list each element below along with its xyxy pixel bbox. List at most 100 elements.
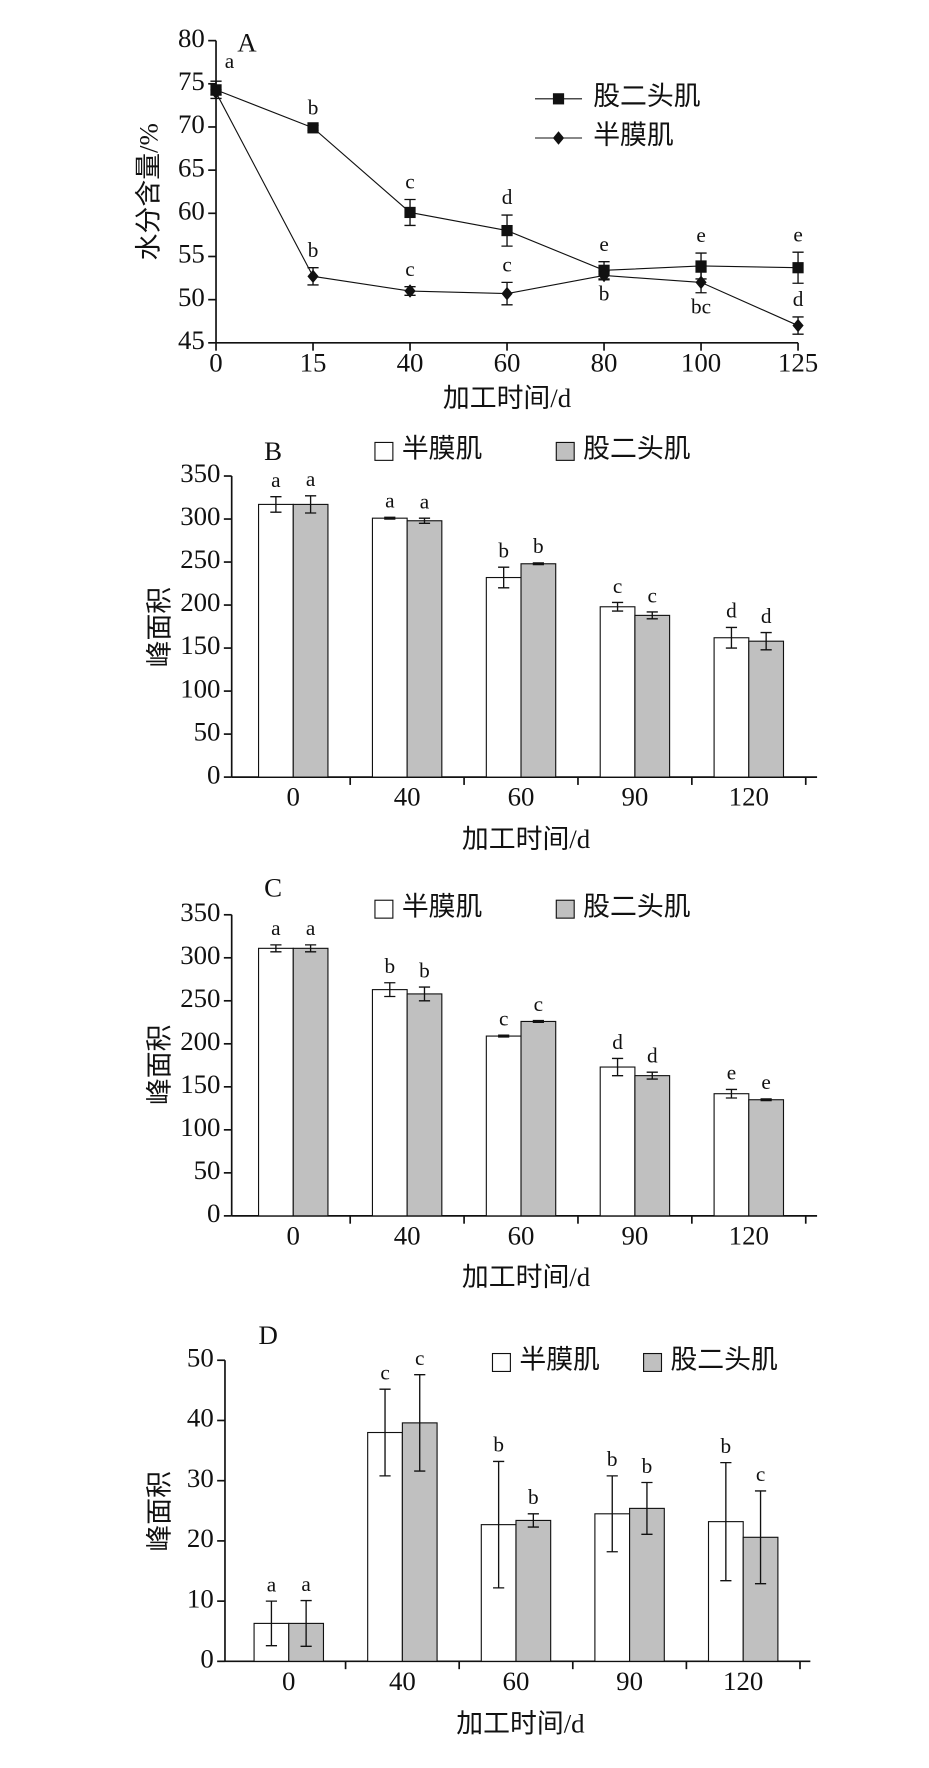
x-tick-label: 120 <box>729 1220 769 1250</box>
significance-letter: c <box>499 1007 508 1031</box>
x-axis-title: 加工时间/d <box>462 824 591 854</box>
y-tick-label: 20 <box>187 1523 214 1553</box>
error-bar <box>646 1071 658 1080</box>
bar <box>634 1075 671 1217</box>
panel-label: D <box>259 1320 278 1350</box>
significance-letter: b <box>533 534 544 558</box>
error-bar <box>414 1374 426 1472</box>
y-tick-label: 30 <box>187 1463 214 1493</box>
bar <box>485 576 522 778</box>
error-bar <box>305 944 317 953</box>
error-bar <box>305 495 317 514</box>
x-tick-label: 60 <box>503 1666 530 1696</box>
bar <box>748 1099 785 1217</box>
x-tick-label: 0 <box>287 782 300 812</box>
bar <box>257 503 294 778</box>
x-axis-title: 加工时间/d <box>462 1262 591 1292</box>
significance-letter: c <box>405 170 414 194</box>
x-tick-label: 90 <box>616 1666 643 1696</box>
x-tick-label: 125 <box>778 347 818 377</box>
legend-label: 股二头肌 <box>593 81 700 111</box>
legend-label: 股二头肌 <box>583 434 690 464</box>
bar <box>292 947 329 1217</box>
y-tick-label: 200 <box>180 1026 220 1056</box>
legend-swatch <box>374 441 394 461</box>
point <box>501 224 513 237</box>
legend-marker <box>552 131 565 145</box>
legend-marker <box>552 93 565 105</box>
x-tick-label: 60 <box>494 347 521 377</box>
bar <box>406 520 443 778</box>
significance-letter: a <box>267 1572 277 1596</box>
error-bar <box>418 986 431 1002</box>
significance-letter: d <box>647 1044 658 1068</box>
y-tick-label: 300 <box>180 501 220 531</box>
point <box>307 122 319 134</box>
bar <box>713 637 750 778</box>
y-tick-label: 300 <box>180 940 220 970</box>
y-tick-label: 50 <box>194 716 221 746</box>
significance-letter: c <box>502 253 511 277</box>
y-tick-label: 150 <box>180 1069 220 1099</box>
significance-letter: c <box>415 1346 424 1370</box>
x-tick-label: 100 <box>681 347 721 377</box>
significance-letter: b <box>721 1434 732 1458</box>
point <box>307 269 319 284</box>
y-tick-label: 10 <box>187 1583 214 1613</box>
y-tick-label: 40 <box>187 1403 214 1433</box>
y-tick-label: 200 <box>180 587 220 617</box>
x-tick-label: 90 <box>621 782 648 812</box>
significance-letter: c <box>380 1360 389 1384</box>
error-bar <box>611 1057 624 1077</box>
bar <box>292 503 329 778</box>
y-tick-label: 70 <box>178 109 205 139</box>
point <box>404 206 416 219</box>
significance-letter: e <box>761 1070 770 1094</box>
y-axis-title: 峰面积 <box>144 587 174 668</box>
significance-letter: c <box>648 583 657 607</box>
y-tick-label: 0 <box>207 1198 220 1228</box>
legend-swatch <box>555 441 575 461</box>
error-bar <box>493 1460 505 1589</box>
y-tick-label: 250 <box>180 544 220 574</box>
bar <box>371 989 408 1217</box>
bar <box>599 1066 636 1217</box>
legend-label: 股二头肌 <box>670 1345 777 1375</box>
error-bar <box>527 1513 539 1528</box>
error-bar <box>418 517 431 525</box>
significance-letter: d <box>502 185 513 209</box>
legend-label: 半膜肌 <box>402 434 483 464</box>
error-bar <box>384 982 396 998</box>
significance-letter: e <box>793 222 802 246</box>
bar <box>520 1020 557 1217</box>
x-tick-label: 40 <box>389 1666 416 1696</box>
bar <box>371 517 408 778</box>
significance-letter: c <box>534 992 543 1016</box>
y-tick-label: 55 <box>178 239 205 269</box>
x-tick-label: 40 <box>394 1220 421 1250</box>
point <box>210 85 222 100</box>
significance-letter: a <box>385 489 395 513</box>
y-tick-label: 100 <box>180 673 220 703</box>
significance-letter: a <box>306 916 316 940</box>
legend-swatch <box>555 899 575 919</box>
x-axis-title: 加工时间/d <box>443 383 572 413</box>
significance-letter: b <box>498 539 509 563</box>
x-tick-label: 0 <box>209 347 222 377</box>
significance-letter: a <box>225 49 235 73</box>
bar <box>599 606 636 778</box>
error-bar <box>641 1481 653 1535</box>
error-bar <box>606 1475 618 1553</box>
error-bar <box>720 1461 732 1582</box>
error-bar <box>265 1600 278 1647</box>
significance-letter: d <box>612 1030 623 1054</box>
bar <box>257 947 294 1217</box>
y-tick-label: 100 <box>180 1112 220 1142</box>
significance-letter: a <box>271 468 281 492</box>
error-bar <box>760 1098 772 1102</box>
bar <box>485 1035 522 1217</box>
y-tick-label: 150 <box>180 630 220 660</box>
error-bar <box>498 566 510 589</box>
significance-letter: d <box>793 287 804 311</box>
y-tick-label: 50 <box>194 1155 221 1185</box>
